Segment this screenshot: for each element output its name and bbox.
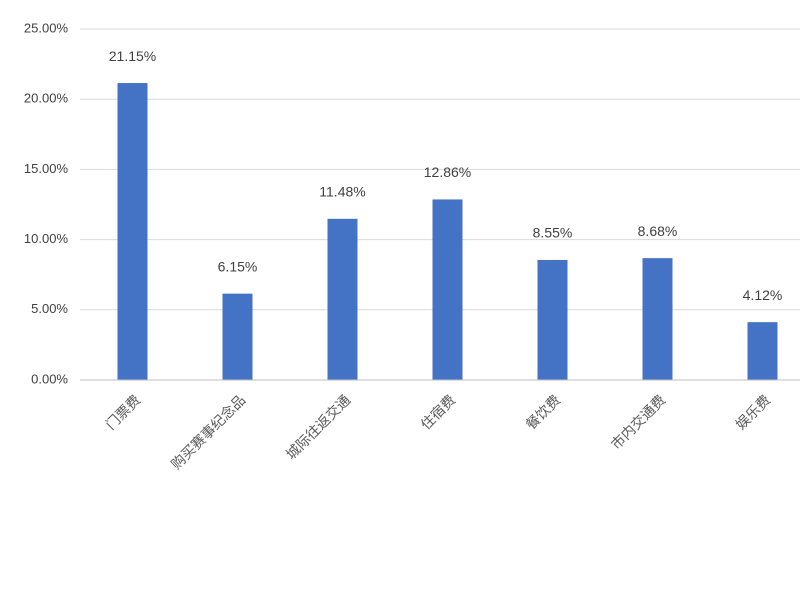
y-tick-label: 5.00% <box>31 301 68 316</box>
data-label: 4.12% <box>743 287 783 303</box>
x-tick-label: 城际往返交通 <box>283 392 354 463</box>
data-label: 21.15% <box>109 48 156 64</box>
x-tick-label: 门票费 <box>103 392 144 433</box>
y-tick-label: 25.00% <box>24 20 69 35</box>
x-tick-label: 住宿费 <box>417 392 459 434</box>
bar <box>432 199 463 380</box>
bar <box>327 218 358 380</box>
data-label: 12.86% <box>424 164 471 180</box>
data-label: 8.68% <box>638 223 678 239</box>
data-label: 8.55% <box>533 225 573 241</box>
data-label: 11.48% <box>319 184 365 200</box>
bar <box>642 258 673 380</box>
y-tick-label: 0.00% <box>31 371 68 386</box>
bar <box>117 83 148 380</box>
x-tick-label: 购买赛事纪念品 <box>168 392 249 473</box>
x-tick-label: 市内交通费 <box>608 392 670 454</box>
y-tick-label: 20.00% <box>24 91 69 106</box>
data-label: 6.15% <box>218 258 258 274</box>
bar <box>537 259 568 380</box>
y-tick-label: 10.00% <box>24 231 69 246</box>
bar <box>747 322 778 380</box>
x-tick-label: 娱乐费 <box>733 392 774 433</box>
x-tick-label: 餐饮费 <box>523 392 564 433</box>
y-tick-label: 15.00% <box>24 161 69 176</box>
bar <box>222 293 253 380</box>
